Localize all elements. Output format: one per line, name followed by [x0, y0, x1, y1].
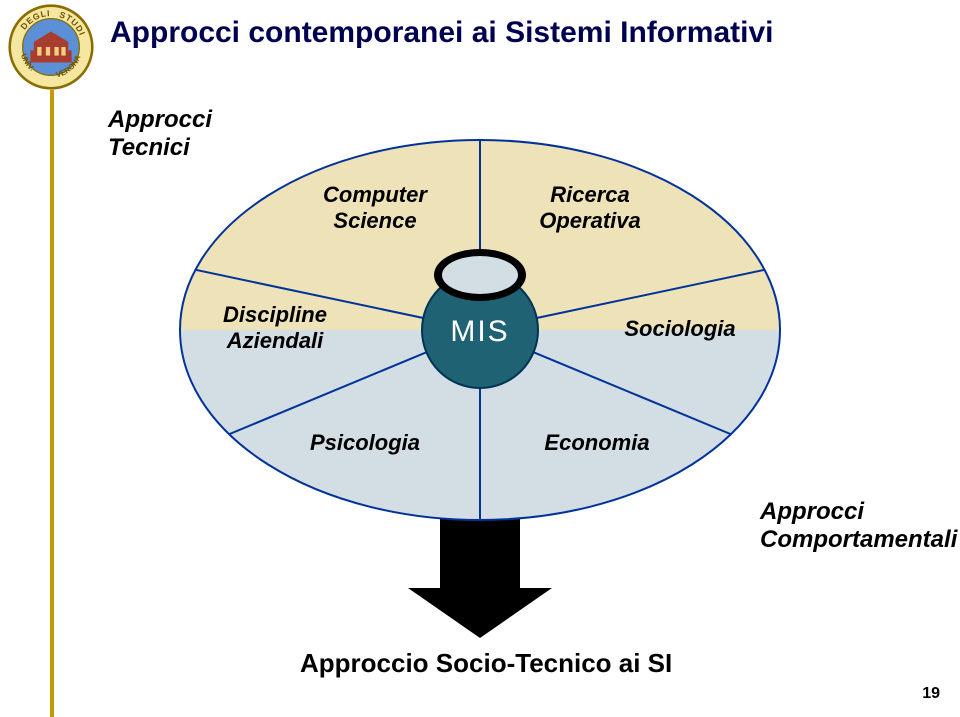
segment-mid-right-label: Sociologia	[600, 316, 760, 342]
segment-bot-right-label: Economia	[522, 430, 672, 456]
segment-mid-left-label: Discipline Aziendali	[195, 302, 355, 354]
outside-label-bottom-right: Approcci Comportamentali	[760, 498, 957, 554]
footer-title: Approccio Socio-Tecnico ai SI	[300, 648, 672, 679]
outside-label-top-left: Approcci Tecnici	[108, 106, 212, 162]
segment-top-right-label: Ricerca Operativa	[510, 182, 670, 234]
segment-top-left-label: Computer Science	[300, 182, 450, 234]
center-label: MIS	[450, 315, 509, 348]
arrow-head	[408, 588, 552, 638]
segment-bot-left-label: Psicologia	[290, 430, 440, 456]
badge-inner	[442, 256, 518, 294]
page-number: 19	[922, 685, 940, 703]
